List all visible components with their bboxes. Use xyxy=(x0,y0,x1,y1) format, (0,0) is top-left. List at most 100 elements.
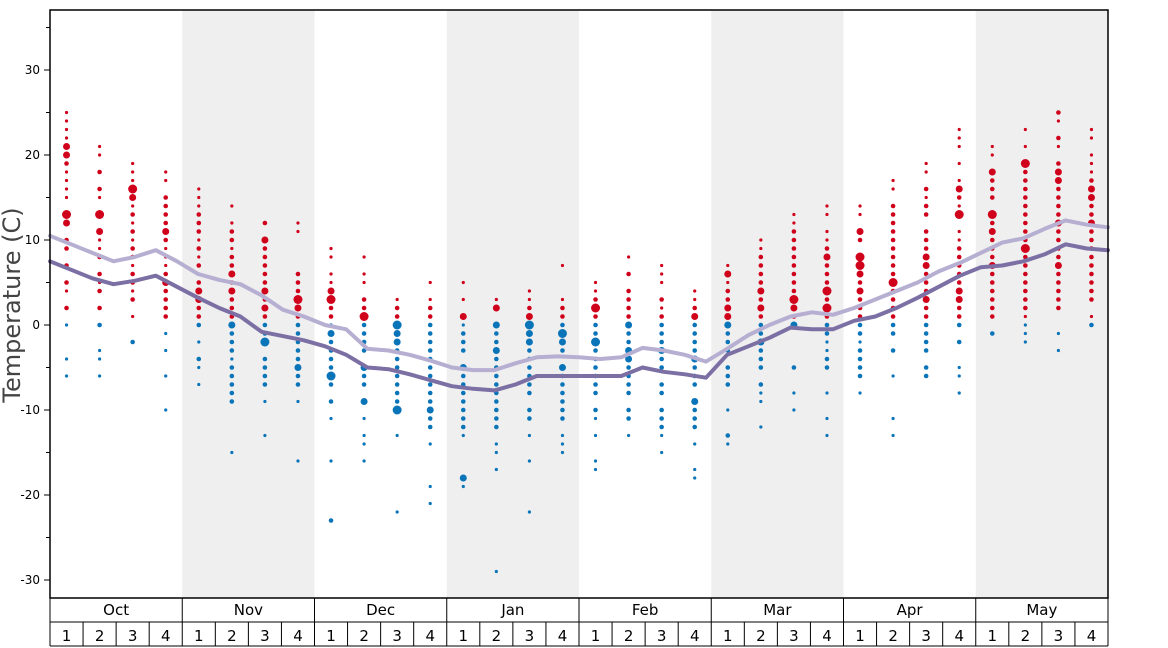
warm-reading-dot xyxy=(97,246,102,251)
warm-reading-dot xyxy=(97,288,102,294)
cold-reading-dot xyxy=(693,476,697,480)
warm-reading-dot xyxy=(824,246,830,251)
cold-reading-dot xyxy=(262,373,268,379)
warm-reading-dot xyxy=(196,280,202,285)
warm-reading-dot xyxy=(989,254,995,260)
cold-reading-dot xyxy=(197,340,201,344)
cold-reading-dot xyxy=(527,390,532,396)
cold-reading-dot xyxy=(460,373,466,379)
cold-reading-dot xyxy=(857,348,863,353)
warm-reading-dot xyxy=(855,252,865,262)
warm-reading-dot xyxy=(759,238,763,242)
warm-reading-dot xyxy=(956,254,962,260)
warm-reading-dot xyxy=(64,161,69,166)
warm-reading-dot xyxy=(97,305,102,311)
cold-reading-dot xyxy=(625,355,633,363)
cold-reading-dot xyxy=(989,331,995,336)
warm-reading-dot xyxy=(1023,186,1028,192)
x-axis: Oct 1 2 3 4 Nov 1 2 3 4 Dec 1 2 3 4 Jan 1 2 3 4 Feb 1 2 3 4 Mar 1 2… xyxy=(49,598,1109,647)
cold-reading-dot xyxy=(494,382,499,387)
y-tick-label: -10 xyxy=(20,403,40,417)
warm-reading-dot xyxy=(956,305,962,311)
cold-reading-dot xyxy=(328,518,334,523)
cold-reading-dot xyxy=(957,374,961,378)
cold-reading-dot xyxy=(524,320,534,330)
cold-reading-dot xyxy=(890,331,896,336)
y-tick-label: 10 xyxy=(25,233,40,247)
cold-reading-dot xyxy=(1023,323,1027,327)
cold-reading-dot xyxy=(427,382,433,387)
cold-reading-dot xyxy=(626,339,631,345)
warm-reading-dot xyxy=(692,305,698,311)
warm-reading-dot xyxy=(1023,229,1028,234)
cold-reading-dot xyxy=(460,407,466,413)
cold-reading-dot xyxy=(328,356,334,362)
warm-reading-dot xyxy=(791,271,797,277)
warm-reading-dot xyxy=(758,271,764,277)
week-label: 1 xyxy=(988,627,998,645)
month-label-nov: Nov xyxy=(234,601,263,619)
warm-reading-dot xyxy=(725,288,731,294)
cold-reading-dot xyxy=(164,374,168,378)
week-label: 2 xyxy=(227,627,237,645)
cold-reading-dot xyxy=(857,365,863,370)
warm-reading-dot xyxy=(758,297,764,302)
warm-reading-dot xyxy=(229,305,235,311)
week-label: 4 xyxy=(558,627,568,645)
cold-reading-dot xyxy=(527,510,532,514)
cold-reading-dot xyxy=(229,390,235,396)
cold-reading-dot xyxy=(296,399,300,404)
cold-reading-dot xyxy=(560,399,565,404)
warm-reading-dot xyxy=(791,288,797,294)
warm-reading-dot xyxy=(163,297,169,302)
warm-reading-dot xyxy=(957,238,961,242)
warm-reading-dot xyxy=(890,246,896,251)
cold-reading-dot xyxy=(394,390,400,396)
warm-reading-dot xyxy=(1089,127,1094,132)
warm-reading-dot xyxy=(923,305,929,311)
warm-reading-dot xyxy=(229,254,235,260)
cold-reading-dot xyxy=(857,331,863,336)
cold-reading-dot xyxy=(591,337,601,347)
cold-reading-dot xyxy=(229,399,235,404)
cold-reading-dot xyxy=(593,382,598,387)
warm-reading-dot xyxy=(725,297,731,302)
cold-reading-dot xyxy=(229,365,235,370)
warm-reading-dot xyxy=(593,280,598,285)
warm-reading-dot xyxy=(857,237,863,243)
warm-reading-dot xyxy=(1023,271,1028,277)
warm-reading-dot xyxy=(890,254,896,260)
warm-reading-dot xyxy=(295,280,301,285)
cold-reading-dot xyxy=(625,321,633,329)
warm-reading-dot xyxy=(758,314,764,319)
warm-reading-dot xyxy=(1023,178,1028,183)
warm-reading-dot xyxy=(229,229,235,234)
warm-reading-dot xyxy=(1056,280,1061,285)
warm-reading-dot xyxy=(1056,135,1061,141)
warm-reading-dot xyxy=(1089,153,1094,157)
warm-reading-dot xyxy=(162,228,170,235)
cold-reading-dot xyxy=(262,356,268,362)
average-lines xyxy=(48,218,1110,393)
warm-reading-dot xyxy=(230,246,234,251)
warm-reading-dot xyxy=(1089,263,1094,268)
cold-reading-dot xyxy=(725,382,731,387)
warm-reading-dot xyxy=(891,187,895,191)
warm-reading-dot xyxy=(64,187,69,191)
warm-reading-dot xyxy=(591,303,601,313)
cold-reading-dot xyxy=(362,433,366,438)
warm-reading-dot xyxy=(131,314,135,319)
cold-reading-dot xyxy=(460,424,466,430)
warm-reading-dot xyxy=(758,280,764,285)
cold-reading-dot xyxy=(726,408,730,412)
warm-reading-dot xyxy=(262,220,268,226)
warm-reading-dot xyxy=(1089,237,1094,243)
cold-reading-dot xyxy=(295,356,301,362)
cold-reading-dot xyxy=(725,331,731,336)
cold-reading-dot xyxy=(295,322,301,328)
warm-reading-dot xyxy=(792,212,796,217)
cold-reading-dot xyxy=(659,322,664,328)
week-label: 4 xyxy=(1087,627,1097,645)
warm-reading-dot xyxy=(1056,119,1061,123)
warm-reading-dot xyxy=(131,263,135,268)
